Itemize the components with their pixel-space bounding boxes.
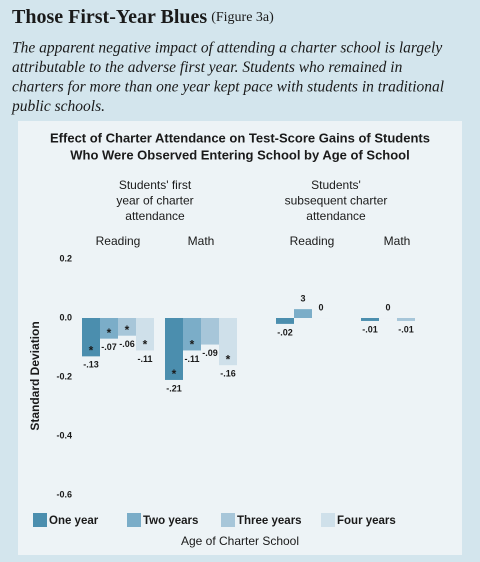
significance-marker: * [172, 367, 177, 381]
subtitle: public schools. [11, 98, 105, 115]
group-label: Students' first [119, 178, 192, 192]
bar [361, 318, 379, 321]
x-tick-label: Reading [96, 234, 141, 248]
legend-label: One year [49, 515, 99, 527]
x-tick-label: Reading [290, 234, 335, 248]
value-label: -.13 [83, 360, 99, 370]
bar [201, 318, 219, 345]
legend-swatch [321, 513, 335, 527]
group-label: attendance [306, 209, 366, 223]
y-tick-label: 0.0 [59, 312, 72, 322]
group-label: Students' [311, 178, 361, 192]
value-label: 3 [300, 294, 305, 304]
significance-marker: * [226, 352, 231, 366]
group-label: attendance [125, 209, 185, 223]
bar [118, 318, 136, 336]
y-tick-label: -0.2 [56, 371, 72, 381]
x-axis-label: Age of Charter School [181, 534, 299, 548]
bar [82, 318, 100, 357]
bar [165, 318, 183, 380]
group-label: subsequent charter [285, 194, 388, 208]
value-label: -.09 [202, 348, 218, 358]
chart-title: Effect of Charter Attendance on Test-Sco… [50, 130, 430, 145]
y-tick-label: -0.6 [56, 489, 72, 499]
value-label: 0 [385, 302, 390, 312]
significance-marker: * [190, 338, 195, 352]
value-label: 0 [318, 302, 323, 312]
legend-label: Four years [337, 515, 396, 527]
significance-marker: * [143, 338, 148, 352]
value-label: -.21 [166, 383, 182, 393]
x-tick-label: Math [188, 234, 215, 248]
bar [294, 309, 312, 318]
value-label: -.06 [119, 339, 135, 349]
y-tick-label: -0.4 [56, 430, 72, 440]
group-label: year of charter [116, 194, 193, 208]
bar [276, 318, 294, 324]
significance-marker: * [107, 326, 112, 340]
title-note: (Figure 3a) [211, 10, 274, 25]
bar [100, 318, 118, 339]
legend-label: Three years [237, 515, 302, 527]
value-label: -.01 [362, 324, 378, 334]
value-label: -.07 [101, 342, 117, 352]
significance-marker: * [89, 344, 94, 358]
significance-marker: * [125, 323, 130, 337]
y-tick-label: 0.2 [59, 253, 72, 263]
bar [183, 318, 201, 351]
legend-swatch [127, 513, 141, 527]
x-tick-label: Math [384, 234, 411, 248]
legend-swatch [221, 513, 235, 527]
subtitle: charters for more than one year kept pac… [12, 79, 444, 96]
value-label: -.11 [137, 354, 152, 364]
y-axis-label: Standard Deviation [28, 321, 42, 430]
value-label: -.11 [184, 354, 199, 364]
subtitle: attributable to the adverse first year. … [12, 59, 403, 76]
subtitle: The apparent negative impact of attendin… [12, 40, 442, 57]
bar [397, 318, 415, 321]
value-label: -.01 [398, 324, 414, 334]
title: Those First-Year Blues [12, 6, 207, 28]
legend-swatch [33, 513, 47, 527]
value-label: -.16 [220, 369, 236, 379]
legend-label: Two years [143, 515, 198, 527]
bar [136, 318, 154, 351]
value-label: -.02 [277, 327, 293, 337]
figure-title: Those First-Year Blues (Figure 3a) [12, 6, 274, 28]
bar [219, 318, 237, 366]
chart-title: Who Were Observed Entering School by Age… [70, 147, 410, 162]
